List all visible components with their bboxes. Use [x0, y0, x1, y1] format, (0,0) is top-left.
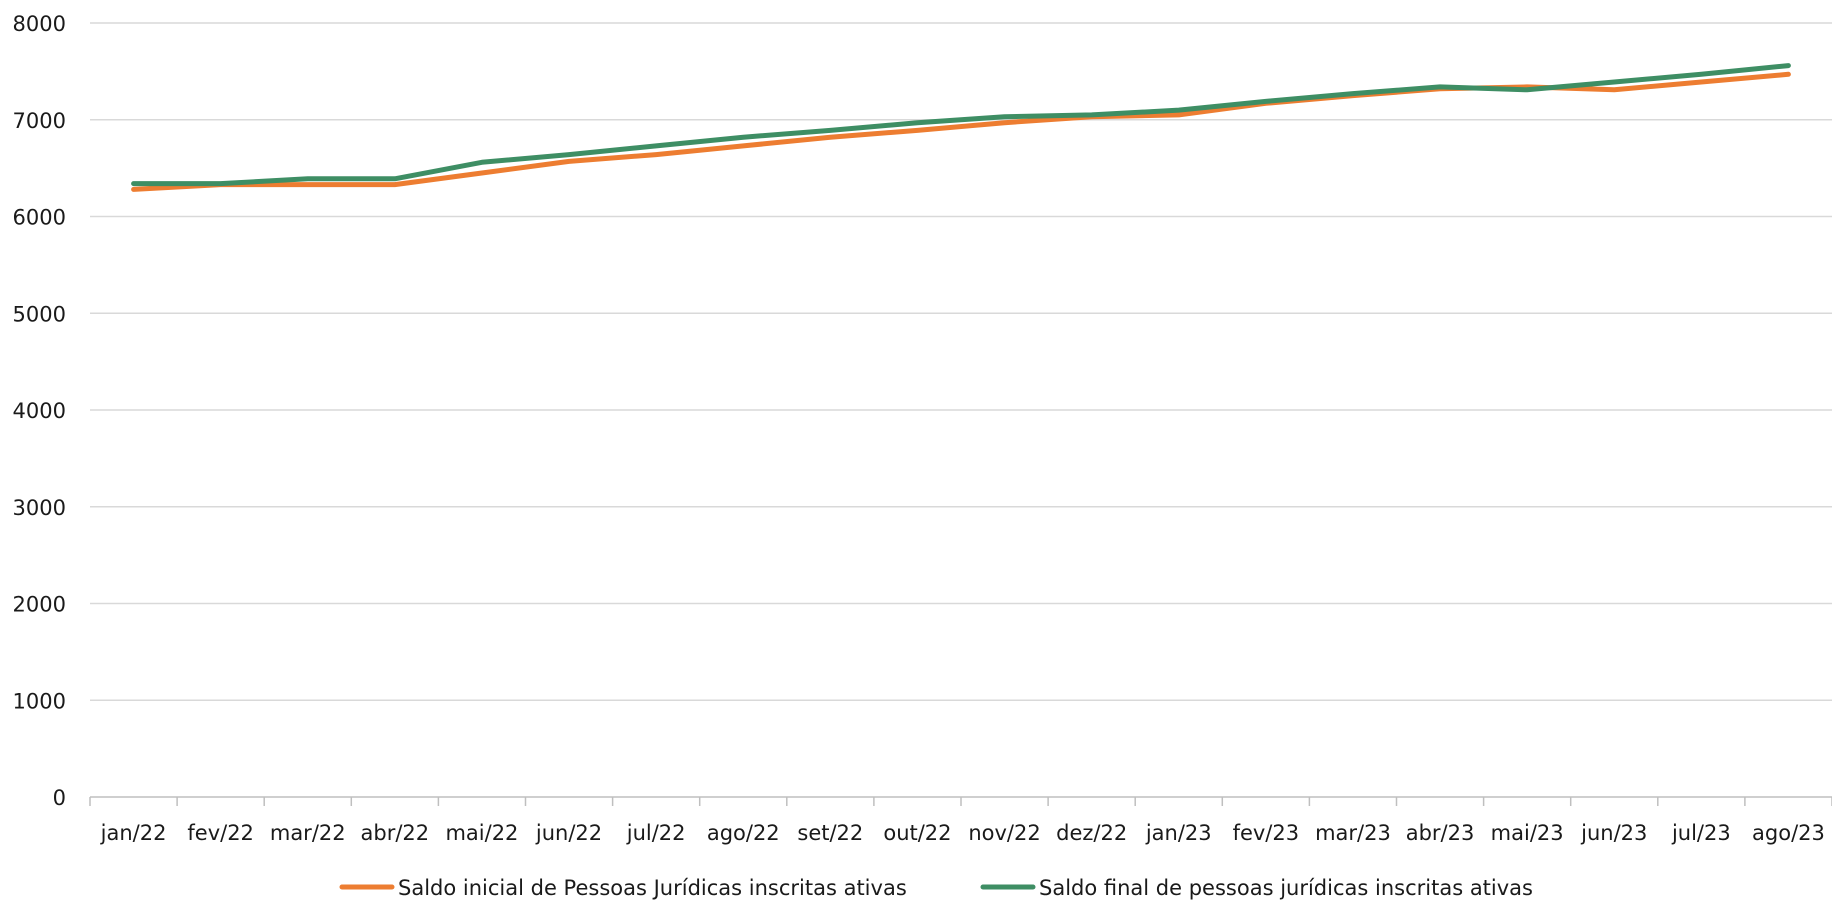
x-tick-label: mar/23	[1315, 821, 1391, 845]
x-tick-label: jul/22	[626, 821, 686, 845]
legend-label-1: Saldo inicial de Pessoas Jurídicas inscr…	[398, 876, 907, 900]
y-tick-label: 3000	[13, 496, 66, 520]
legend: Saldo inicial de Pessoas Jurídicas inscr…	[339, 876, 1533, 900]
x-tick-label: mai/23	[1491, 821, 1564, 845]
y-tick-label: 7000	[13, 109, 66, 133]
x-tick-label: jul/23	[1671, 821, 1731, 845]
x-tick-label: set/22	[797, 821, 863, 845]
x-tick-label: abr/22	[361, 821, 430, 845]
x-tick-label: mai/22	[445, 821, 518, 845]
y-tick-label: 8000	[13, 12, 66, 36]
x-tick-label: nov/22	[968, 821, 1040, 845]
y-tick-label: 1000	[13, 689, 66, 713]
series-lines	[131, 63, 1791, 192]
x-tick-label: out/22	[883, 821, 951, 845]
x-tick-label: jan/23	[1145, 821, 1212, 845]
x-axis	[89, 796, 1832, 806]
x-tick-label: mar/22	[270, 821, 346, 845]
gridlines	[90, 22, 1832, 701]
y-tick-label: 2000	[13, 593, 66, 617]
y-tick-label: 6000	[13, 206, 66, 230]
x-tick-label: jun/23	[1580, 821, 1647, 845]
x-tick-label: dez/22	[1056, 821, 1127, 845]
x-tick-label: ago/23	[1752, 821, 1825, 845]
x-tick-label: jan/22	[100, 821, 167, 845]
y-axis: 0 1000 2000 3000 4000 5000 6000 7000 8000	[13, 12, 66, 810]
x-tick-label: abr/23	[1406, 821, 1475, 845]
y-tick-label: 0	[53, 786, 66, 810]
x-axis-labels: jan/22 fev/22 mar/22 abr/22 mai/22 jun/22 jul/…	[100, 821, 1825, 845]
x-tick-label: fev/22	[187, 821, 254, 845]
x-tick-label: ago/22	[707, 821, 780, 845]
legend-label-2: Saldo final de pessoas jurídicas inscrit…	[1039, 876, 1533, 900]
y-tick-label: 4000	[13, 399, 66, 423]
x-tick-label: jun/22	[535, 821, 602, 845]
x-tick-label: fev/23	[1233, 821, 1300, 845]
series-line-2	[131, 63, 1791, 187]
y-tick-label: 5000	[13, 302, 66, 326]
series-line-1	[131, 71, 1791, 192]
